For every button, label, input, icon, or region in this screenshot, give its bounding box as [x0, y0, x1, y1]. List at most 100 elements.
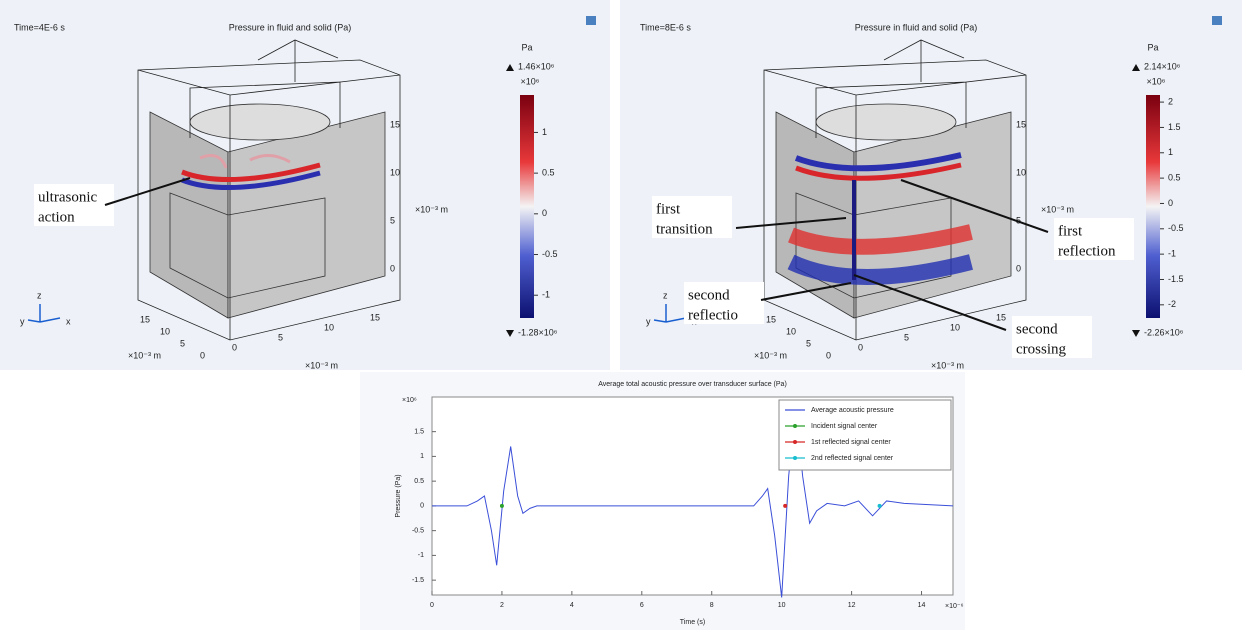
x-tick-label: 6 [640, 602, 644, 609]
y-tick-label: 1.5 [414, 428, 424, 435]
annotation: second [688, 287, 730, 303]
z-tick-label: 10 [390, 167, 400, 177]
panel-title: Pressure in fluid and solid (Pa) [229, 22, 352, 32]
cavity [189, 103, 331, 141]
x-tick-label: 12 [848, 602, 856, 609]
triad-z: z [37, 290, 42, 300]
annotation-box [684, 282, 764, 324]
annotation: first [656, 201, 681, 217]
y-tick-label: 1 [420, 453, 424, 460]
wave-band [181, 170, 321, 191]
colorbar-unit: Pa [521, 42, 532, 52]
x-tick-label: 4 [570, 602, 574, 609]
z-unit: ×10⁻³ m [415, 204, 448, 214]
colorbar-multiplier: ×10⁶ [521, 76, 540, 86]
max-marker [506, 64, 514, 71]
wave-band [795, 162, 962, 181]
legend-label: Incident signal center [811, 423, 878, 430]
data-point [877, 503, 882, 508]
legend-marker [793, 456, 797, 460]
chart-title: Average total acoustic pressure over tra… [598, 381, 787, 388]
annotation-leader [853, 274, 1007, 331]
time-label: Time=8E-6 s [640, 22, 691, 32]
colorbar-max: 2.14×10⁶ [1144, 61, 1181, 71]
data-point [783, 503, 788, 508]
legend-label: Average acoustic pressure [811, 407, 894, 414]
annotation-box [652, 196, 732, 238]
z-tick-label: 10 [1016, 167, 1026, 177]
legend-label: 1st reflected signal center [811, 439, 891, 446]
colorbar-tick-label: 0.5 [542, 168, 555, 178]
x-tick-label: 10 [778, 602, 786, 609]
triad-z: z [663, 290, 668, 300]
annotation: second [1016, 321, 1058, 337]
min-marker [506, 330, 514, 337]
colorbar-multiplier: ×10⁶ [1147, 76, 1166, 86]
wave-band [199, 154, 291, 169]
annotation-box [34, 184, 114, 226]
y-tick-label: 10 [786, 326, 796, 336]
legend-marker [793, 424, 797, 428]
min-marker [1132, 330, 1140, 337]
y-axis-label: Pressure (Pa) [395, 474, 402, 517]
annotation: reflectio [688, 307, 738, 323]
x-tick-label: 0 [858, 342, 863, 352]
window-icon [1212, 16, 1222, 25]
colorbar-tick-label: -1 [1168, 249, 1176, 259]
legend-box [778, 399, 952, 471]
z-tick-label: 0 [390, 263, 395, 273]
colorbar-tick-label: 1.5 [1168, 122, 1181, 132]
annotation-leader [735, 217, 847, 229]
colorbar-unit: Pa [1147, 42, 1158, 52]
x-tick-label: 0 [430, 602, 434, 609]
y-tick-label: 0 [200, 350, 205, 360]
inner-box [169, 192, 326, 299]
time-label: Time=4E-6 s [14, 22, 65, 32]
y-tick-label: 15 [140, 314, 150, 324]
colorbar-tick-label: 1 [542, 127, 547, 137]
colorbar-tick-label: -0.5 [1168, 223, 1184, 233]
annotation: reflection [1058, 243, 1116, 259]
colorbar-tick-label: 0.5 [1168, 172, 1181, 182]
colorbar-min: -1.28×10⁶ [518, 327, 558, 337]
y-tick-label: 15 [766, 314, 776, 324]
data-line [432, 406, 954, 598]
z-tick-label: 5 [1016, 215, 1021, 225]
z-unit: ×10⁻³ m [1041, 204, 1074, 214]
annotation-leader [900, 179, 1049, 233]
data-point [499, 503, 504, 508]
panel: Time=8E-6 s Pressure in fluid and solid (… [640, 16, 1222, 370]
z-tick-label: 0 [1016, 263, 1021, 273]
wireframe [137, 39, 401, 341]
colorbar-tick-label: 0 [542, 208, 547, 218]
colorbar-tick-label: -1 [542, 290, 550, 300]
annotation: ultrasonic [38, 189, 97, 205]
wave-band [794, 152, 962, 172]
cavity [815, 103, 957, 141]
colorbar [1146, 95, 1160, 318]
colorbar-tick-label: -2 [1168, 299, 1176, 309]
y-tick-label: 10 [160, 326, 170, 336]
x-tick-label: 15 [996, 312, 1006, 322]
z-tick-label: 15 [1016, 119, 1026, 129]
annotation-leader [104, 177, 191, 206]
colorbar-min: -2.26×10⁶ [1144, 327, 1184, 337]
colorbar-max: 1.46×10⁶ [518, 61, 555, 71]
x-tick-label: 5 [904, 332, 909, 342]
wave-band [788, 224, 973, 255]
colorbar-tick-label: -1.5 [1168, 274, 1184, 284]
colorbar-tick-label: 2 [1168, 96, 1173, 106]
x-multiplier: ×10⁻⁶ [945, 603, 964, 610]
x-tick-label: 10 [324, 322, 334, 332]
block-right-face [227, 111, 386, 319]
triad-x: x [66, 316, 71, 326]
y-tick-label: -1 [418, 552, 424, 559]
panel: Time=4E-6 s Pressure in fluid and solid (… [14, 16, 596, 370]
y-unit: ×10⁻³ m [128, 350, 161, 360]
colorbar-tick-label: 1 [1168, 147, 1173, 157]
y-multiplier: ×10⁶ [402, 397, 417, 404]
axis-triad [27, 304, 61, 323]
colorbar-tick-label: 0 [1168, 198, 1173, 208]
y-tick-label: 5 [806, 338, 811, 348]
